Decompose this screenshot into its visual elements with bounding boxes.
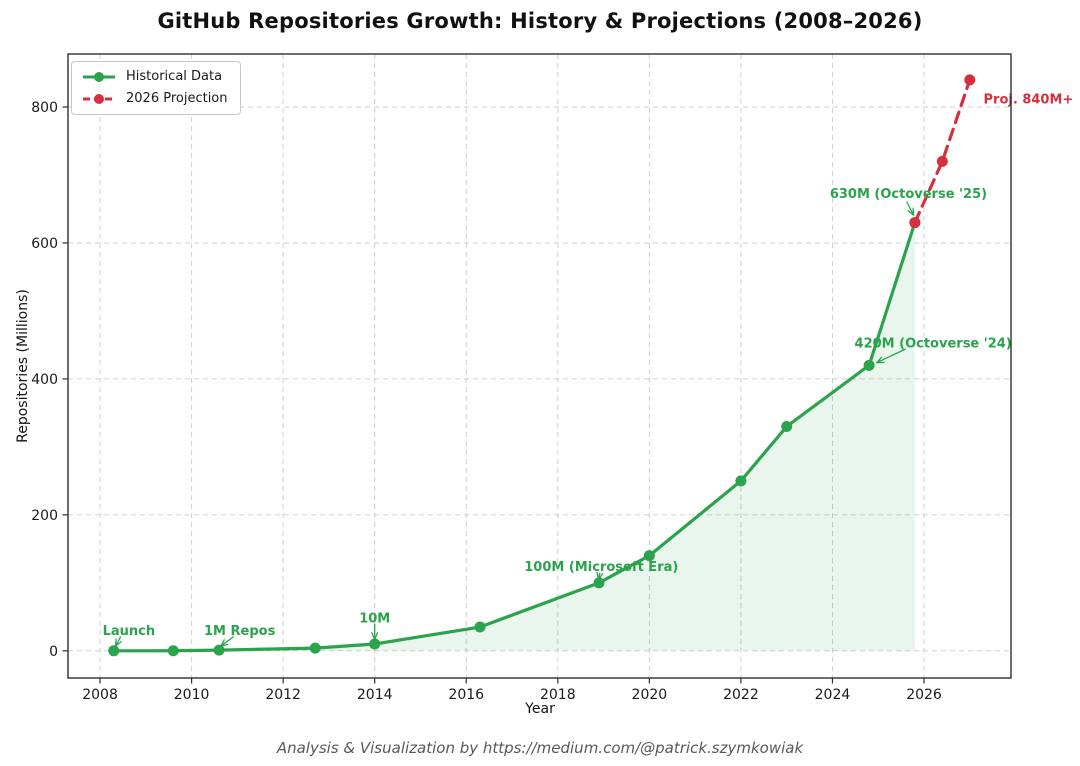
historical-data-point	[863, 359, 875, 371]
x-tick-label: 2026	[906, 687, 942, 703]
historical-data-point	[369, 638, 381, 650]
historical-area-fill	[113, 222, 915, 651]
x-tick-label: 2022	[723, 687, 759, 703]
x-tick-label: 2016	[448, 687, 484, 703]
legend-label-historical: Historical Data	[126, 69, 223, 84]
historical-data-point	[735, 475, 747, 487]
y-tick-label: 400	[31, 372, 58, 388]
plot-border	[67, 53, 1012, 679]
projection-data-point	[964, 74, 976, 86]
historical-data-point	[474, 621, 486, 633]
x-tick-label: 2018	[540, 687, 576, 703]
annotation-arrow	[876, 348, 906, 364]
historical-data-point	[309, 642, 321, 654]
projection-data-point	[909, 217, 921, 229]
legend-item-projection: 2026 Projection	[81, 90, 228, 108]
historical-line-icon	[83, 72, 115, 82]
annotation-label: Proj. 840M+	[984, 92, 1074, 107]
annotation-arrow	[115, 636, 122, 647]
annotation-label: Launch	[103, 624, 156, 639]
y-tick-label: 800	[31, 100, 58, 116]
annotation-arrowhead	[374, 632, 379, 640]
chart-title: GitHub Repositories Growth: History & Pr…	[157, 9, 923, 33]
historical-data-point	[593, 577, 605, 589]
annotation-arrow	[220, 636, 235, 647]
annotation-arrowhead	[220, 643, 229, 647]
x-tick-label: 2014	[357, 687, 393, 703]
x-tick-label: 2024	[815, 687, 851, 703]
annotation-arrowhead	[876, 356, 883, 364]
historical-data-point	[213, 644, 225, 656]
legend-label-projection: 2026 Projection	[126, 91, 228, 106]
y-tick-label: 200	[31, 508, 58, 524]
historical-data-point	[781, 420, 793, 432]
x-axis-label: Year	[525, 701, 555, 717]
projection-data-point	[936, 155, 948, 167]
historical-line	[112, 220, 917, 653]
x-tick-label: 2008	[82, 687, 118, 703]
historical-data-point	[108, 645, 120, 657]
annotation-arrowhead	[114, 641, 122, 647]
annotation-arrowhead	[371, 632, 376, 640]
annotation-arrow	[906, 201, 915, 216]
x-tick-label: 2010	[174, 687, 210, 703]
annotation-label: 1M Repos	[204, 624, 276, 639]
annotation-label: 10M	[359, 612, 390, 627]
annotation-arrowhead	[907, 210, 915, 216]
x-tick-label: 2012	[265, 687, 301, 703]
historical-data-point	[643, 550, 655, 562]
y-tick-label: 600	[31, 236, 58, 252]
historical-data-point	[167, 645, 179, 657]
x-tick-label: 2020	[632, 687, 668, 703]
projection-line-icon	[83, 94, 115, 104]
annotation-label: 420M (Octoverse '24)	[855, 336, 1012, 351]
annotation-arrowhead	[596, 571, 600, 581]
annotation-arrowhead	[597, 573, 604, 581]
annotation-label: 100M (Microsoft Era)	[524, 560, 678, 575]
annotation-label: 630M (Octoverse '25)	[830, 187, 987, 202]
legend-item-historical: Historical Data	[81, 68, 228, 86]
attribution-text: Analysis & Visualization by https://medi…	[276, 739, 804, 757]
y-tick-label: 0	[49, 644, 58, 660]
legend: Historical Data 2026 Projection	[71, 61, 241, 115]
projection-line	[913, 78, 972, 225]
y-axis-label: Repositories (Millions)	[15, 289, 31, 443]
annotation-arrowhead	[220, 639, 225, 647]
